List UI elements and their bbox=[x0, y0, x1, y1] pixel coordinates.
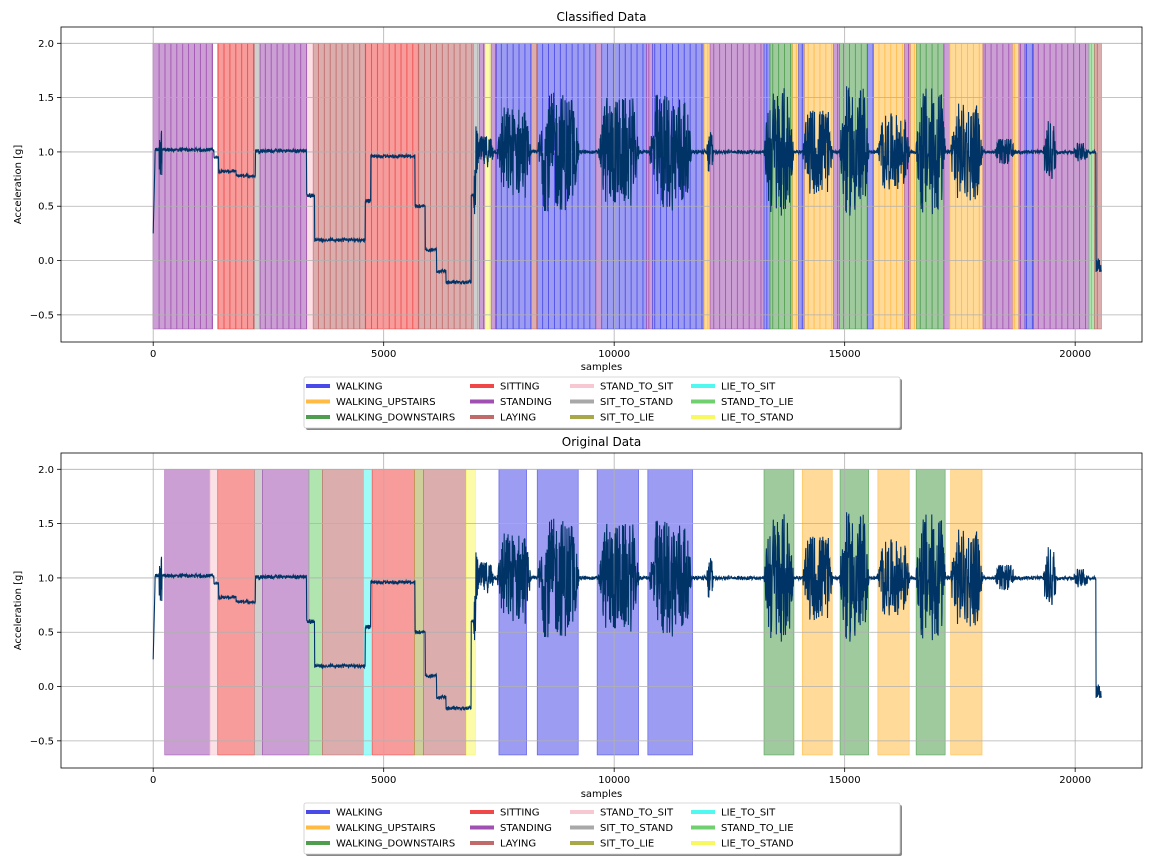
legend-label: STANDING bbox=[500, 823, 552, 834]
x-tick-label: 15000 bbox=[829, 349, 861, 360]
legend-box bbox=[303, 802, 901, 855]
activity-span-standing bbox=[646, 42, 653, 330]
x-tick-label: 20000 bbox=[1059, 775, 1091, 786]
legend-label: STAND_TO_SIT bbox=[600, 382, 674, 393]
legend-label: SITTING bbox=[500, 808, 540, 819]
legend-label: SIT_TO_STAND bbox=[600, 823, 673, 834]
activity-span-walking bbox=[798, 42, 805, 330]
chart-title: Classified Data bbox=[557, 10, 647, 24]
legend-label: WALKING_UPSTAIRS bbox=[336, 397, 436, 408]
activity-span-sit-to-stand bbox=[254, 468, 263, 756]
activity-span-standing bbox=[595, 42, 603, 330]
activity-span-standing bbox=[260, 42, 308, 330]
legend-label: SIT_TO_LIE bbox=[600, 839, 654, 850]
axes-frame bbox=[60, 26, 1143, 343]
y-tick-label: 2.0 bbox=[38, 39, 54, 50]
y-tick-label: 0.0 bbox=[38, 682, 54, 693]
legend-label: LAYING bbox=[500, 839, 536, 850]
activity-span-standing bbox=[833, 42, 840, 330]
x-tick-label: 5000 bbox=[371, 349, 396, 360]
activity-span-laying bbox=[417, 42, 474, 330]
activity-span-walking-upstairs bbox=[801, 468, 833, 756]
chart-title: Original Data bbox=[562, 435, 641, 449]
legend-label: SIT_TO_LIE bbox=[600, 413, 654, 424]
activity-span-standing bbox=[164, 468, 211, 756]
activity-span-walking-upstairs bbox=[792, 42, 799, 330]
legend: WALKING WALKING_UPSTAIRS WALKING_DOWNSTAIR… bbox=[303, 802, 902, 856]
x-tick-label: 10000 bbox=[598, 775, 630, 786]
legend-label: WALKING_DOWNSTAIRS bbox=[336, 839, 455, 850]
x-tick-label: 5000 bbox=[371, 775, 396, 786]
activity-span-standing bbox=[262, 468, 310, 756]
y-tick-label: 1.0 bbox=[38, 573, 54, 584]
activity-span-sit-to-lie bbox=[414, 468, 424, 756]
activity-span-stand-to-lie bbox=[308, 468, 323, 756]
activity-span-walking bbox=[496, 42, 532, 330]
y-tick-label: 1.5 bbox=[38, 519, 54, 530]
legend-label: STAND_TO_LIE bbox=[721, 823, 794, 834]
axes-frame bbox=[60, 452, 1143, 769]
activity-span-lie-to-stand bbox=[484, 42, 492, 330]
y-axis-label: Acceleration [g] bbox=[13, 145, 24, 225]
legend: WALKING WALKING_UPSTAIRS WALKING_DOWNSTAIR… bbox=[303, 376, 902, 430]
activity-span-laying bbox=[423, 468, 467, 756]
legend-label: LIE_TO_SIT bbox=[721, 382, 776, 393]
activity-span-walking-upstairs bbox=[910, 42, 917, 330]
legend-label: WALKING bbox=[336, 382, 383, 393]
legend-label: LAYING bbox=[500, 413, 536, 424]
activity-span-standing bbox=[479, 42, 486, 330]
y-tick-label: 0.0 bbox=[38, 256, 54, 267]
x-tick-label: 15000 bbox=[829, 775, 861, 786]
activity-span-sitting bbox=[371, 468, 415, 756]
activity-span-standing bbox=[1018, 42, 1026, 330]
activity-span-sitting bbox=[364, 42, 419, 330]
y-tick-label: 0.5 bbox=[38, 202, 54, 213]
classified-data-chart: 0 5000 10000 15000 20000 −0.5 0.0 0.5 1.0 1.5 2.0 C… bbox=[13, 10, 1143, 430]
y-tick-label: 2.0 bbox=[38, 465, 54, 476]
activity-span-walking-upstairs bbox=[1012, 42, 1020, 330]
x-axis-label: samples bbox=[581, 789, 623, 800]
activity-span-walking-upstairs bbox=[877, 468, 910, 756]
activity-span-standing bbox=[1033, 42, 1090, 330]
y-tick-label: 0.5 bbox=[38, 628, 54, 639]
activity-span-stand-to-sit bbox=[209, 468, 219, 756]
legend-label: STAND_TO_LIE bbox=[721, 397, 794, 408]
y-tick-label: −0.5 bbox=[30, 736, 54, 747]
legend-label: WALKING bbox=[336, 808, 383, 819]
y-tick-label: −0.5 bbox=[30, 310, 54, 321]
legend-label: WALKING_UPSTAIRS bbox=[336, 823, 436, 834]
legend-label: LIE_TO_STAND bbox=[721, 839, 794, 850]
legend-label: STAND_TO_SIT bbox=[600, 808, 674, 819]
y-tick-label: 1.5 bbox=[38, 93, 54, 104]
y-axis-label: Acceleration [g] bbox=[13, 571, 24, 651]
original-data-chart: 0 5000 10000 15000 20000 −0.5 0.0 0.5 1.0 1.5 2.0 O… bbox=[13, 435, 1143, 856]
activity-span-walking-upstairs bbox=[703, 42, 711, 330]
acceleration-signal-line bbox=[152, 86, 1102, 286]
legend-label: LIE_TO_SIT bbox=[721, 808, 776, 819]
x-tick-label: 20000 bbox=[1059, 349, 1091, 360]
activity-span-laying bbox=[312, 42, 366, 330]
x-tick-label: 0 bbox=[150, 349, 156, 360]
x-axis-label: samples bbox=[581, 362, 623, 373]
legend-box bbox=[303, 376, 901, 429]
x-tick-label: 10000 bbox=[598, 349, 630, 360]
x-tick-label: 0 bbox=[150, 775, 156, 786]
y-tick-label: 1.0 bbox=[38, 147, 54, 158]
activity-span-sitting bbox=[217, 468, 255, 756]
activity-span-standing bbox=[943, 42, 951, 330]
legend-label: LIE_TO_STAND bbox=[721, 413, 794, 424]
legend-label: SIT_TO_STAND bbox=[600, 397, 673, 408]
activity-span-standing bbox=[904, 42, 911, 330]
legend-label: STANDING bbox=[500, 397, 552, 408]
legend-label: WALKING_DOWNSTAIRS bbox=[336, 413, 455, 424]
legend-label: SITTING bbox=[500, 382, 540, 393]
acceleration-signal-line bbox=[152, 512, 1102, 712]
activity-span-laying bbox=[322, 468, 364, 756]
